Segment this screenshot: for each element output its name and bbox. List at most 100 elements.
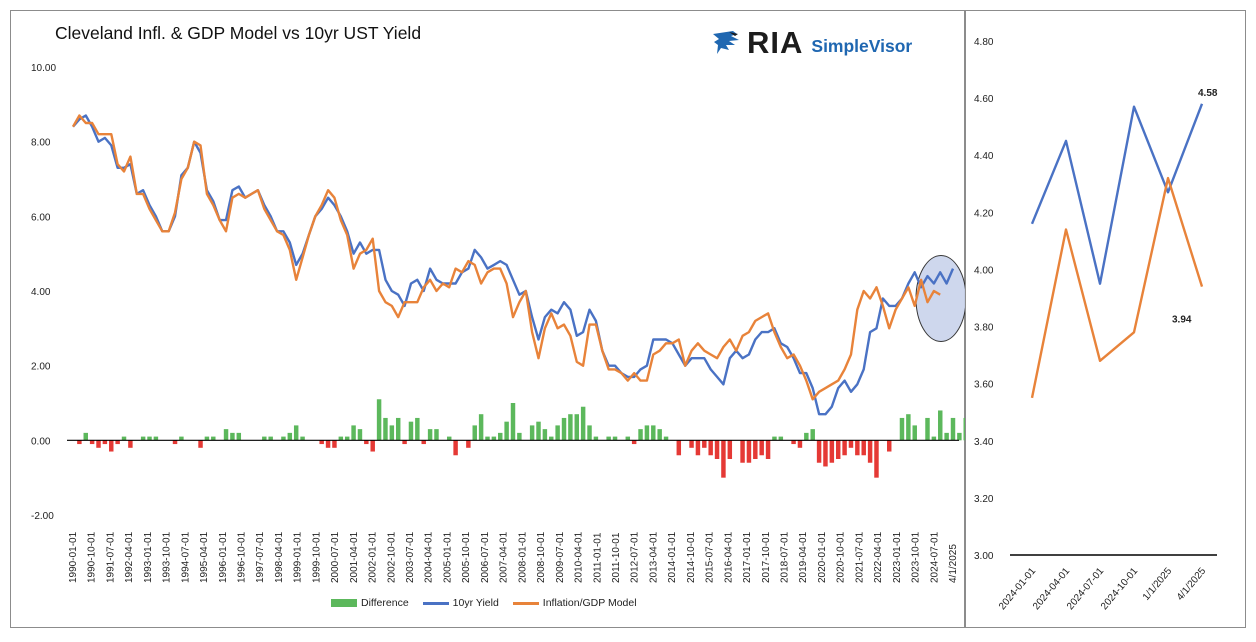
difference-bar [587,425,592,441]
main-chart-panel: Cleveland Infl. & GDP Model vs 10yr UST … [10,10,968,628]
difference-bar [83,432,88,441]
main-chart: 10.00 8.00 6.00 4.00 2.00 0.00 -2.00 1990-01-01… [31,63,968,583]
y-tick-label: 8.00 [31,138,51,149]
inset-y-tick-label: 4.20 [974,208,994,219]
difference-bar [408,421,414,441]
difference-bar [823,440,828,467]
difference-bar [370,440,375,452]
difference-bar [899,417,905,441]
x-tick-label: 2003-07-01 [405,531,416,583]
x-tick-label: 2009-07-01 [555,531,566,583]
difference-bar [262,436,267,441]
difference-bar [906,414,911,441]
difference-bar [115,440,120,445]
difference-bar [791,440,796,445]
x-tick-label: 1996-10-01 [237,531,248,583]
x-tick-label: 2008-01-01 [517,531,528,583]
difference-bar [772,436,777,441]
legend-item-model: Inflation/GDP Model [512,597,637,609]
x-tick-label: 2013-04-01 [648,531,659,583]
inset-y-tick-label: 3.20 [974,494,994,505]
difference-bar [593,436,599,441]
difference-bar [555,425,560,441]
difference-bar [510,403,516,441]
x-tick-label: 4/1/2025 [948,544,959,583]
x-tick-label: 2011-01-01 [592,532,603,583]
difference-bar [829,440,835,463]
difference-bar [287,432,293,441]
difference-bar [230,432,235,441]
difference-bar [140,436,146,441]
x-tick-label: 1996-01-01 [218,531,229,583]
x-tick-label: 1999-10-01 [311,531,322,583]
x-tick-label: 1993-10-01 [162,531,173,583]
difference-bar [957,432,962,441]
inset-y-tick-label: 4.00 [974,265,994,276]
difference-bar [383,417,388,441]
difference-bar [848,440,854,448]
difference-bar [300,436,305,441]
difference-bar [740,440,745,463]
difference-bar [102,440,108,445]
legend-swatch-model [512,601,539,605]
difference-bar [887,440,892,452]
difference-bar [351,425,356,441]
difference-bar [944,432,949,441]
x-tick-label: 2010-04-01 [574,531,585,583]
inset-y-tick-label: 3.60 [974,380,994,391]
difference-bar [925,417,930,441]
x-tick-label: 1990-10-01 [87,531,98,583]
difference-bar [498,432,503,441]
x-tick-label: 2014-10-01 [686,531,697,583]
inset-model-line [1030,176,1204,399]
difference-bar [835,440,841,459]
inset-y-tick-label: 3.00 [974,551,994,562]
inset-yield-line [1030,103,1204,285]
y-tick-label: -2.00 [31,511,54,522]
difference-bar [402,440,407,445]
y-tick-label: 2.00 [31,362,51,373]
difference-bar [395,417,401,441]
legend-label-model: Inflation/GDP Model [542,597,637,609]
difference-bar [721,440,726,478]
difference-bar [376,399,382,441]
x-tick-label: 2020-10-01 [836,531,847,583]
legend-item-yield: 10yr Yield [422,597,499,609]
x-tick-label: 2021-07-01 [854,531,865,583]
difference-bar [434,429,439,441]
difference-bar [574,414,579,441]
x-tick-label: 2024-07-01 [929,531,940,583]
x-tick-label: 2019-04-01 [798,531,809,583]
ria-logo: RIA SimpleVisor [711,25,912,61]
x-tick-label: 2012-07-01 [630,531,641,583]
difference-bar [179,436,184,441]
difference-bar [644,425,650,441]
x-tick-label: 1995-04-01 [199,531,210,583]
difference-bar [625,436,631,441]
legend: Difference 10yr Yield Inflation/GDP Mode… [331,597,651,609]
difference-bar [561,417,567,441]
difference-bar [517,432,522,441]
difference-bar [147,436,152,441]
difference-bar [689,440,694,448]
difference-bar [651,425,656,441]
y-tick-label: 6.00 [31,212,51,223]
difference-bar [293,425,299,441]
x-tick-label: 1999-01-01 [293,531,304,583]
difference-bar [447,436,452,441]
y-tick-label: 4.00 [31,287,51,298]
x-tick-label: 2023-10-01 [911,531,922,583]
difference-bar [223,429,229,441]
highlight-ellipse [915,254,967,342]
x-tick-label: 2001-04-01 [349,531,360,583]
difference-bar [714,440,720,459]
x-tick-label: 2006-07-01 [480,531,491,583]
difference-bar [332,440,337,448]
x-tick-label: 2002-10-01 [386,531,397,583]
x-tick-label: 1991-07-01 [105,531,116,583]
difference-bar [861,440,866,456]
difference-bar [797,440,803,448]
difference-bar [753,440,758,459]
difference-bar [746,440,752,463]
difference-bar [109,440,114,452]
